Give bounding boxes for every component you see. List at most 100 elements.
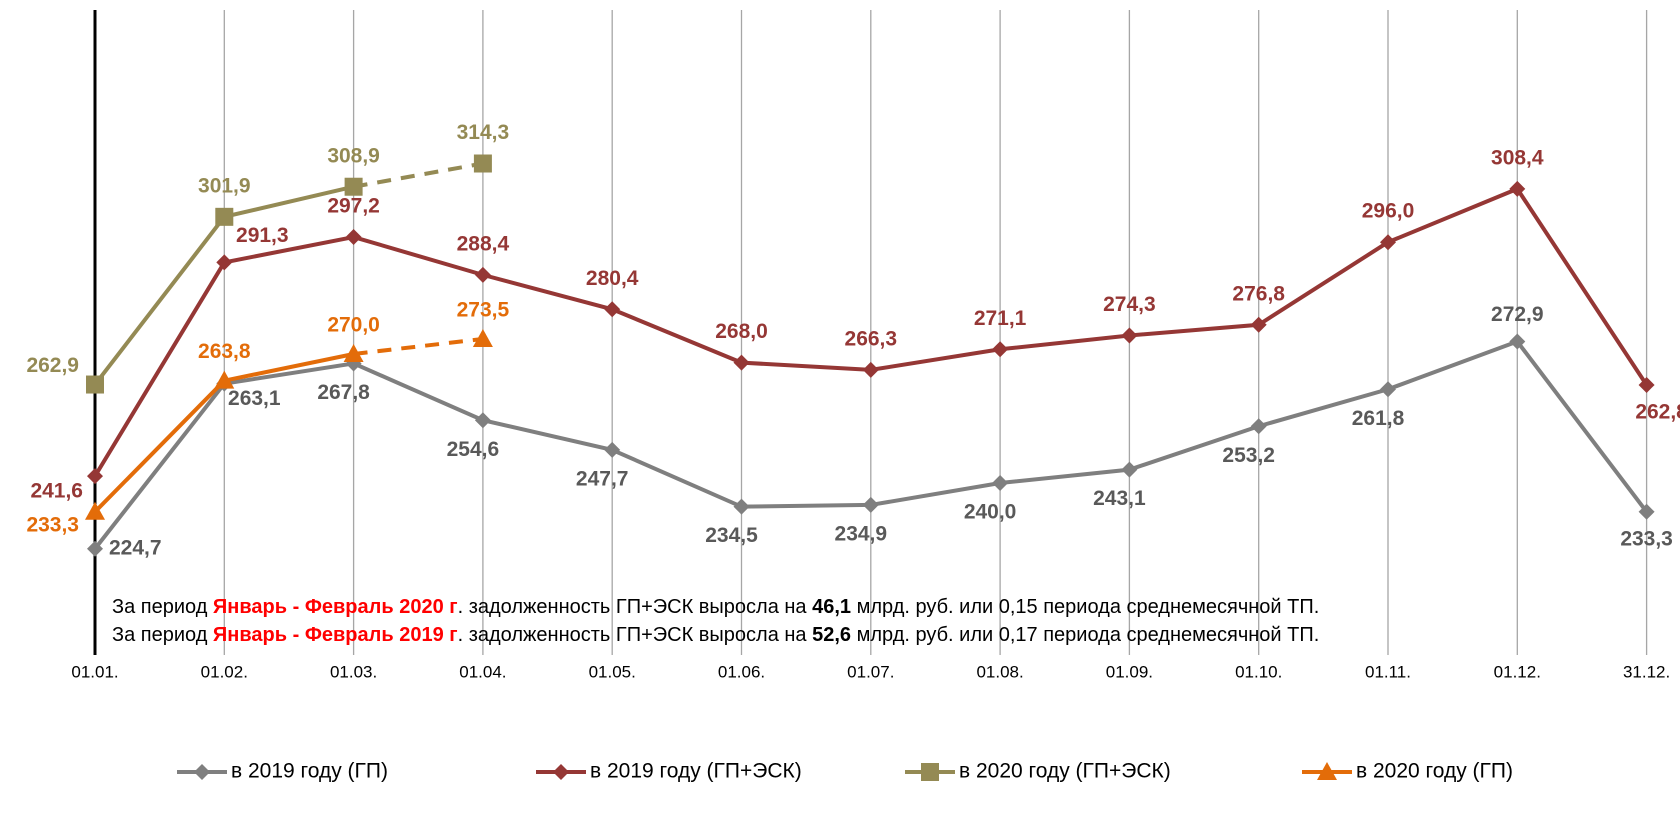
point xyxy=(85,501,105,520)
x-tick-label: 01.12. xyxy=(1494,662,1541,681)
annotation-part: Январь - Февраль 2019 г xyxy=(213,624,458,646)
series: 224,7 263,1 267,8 254,6 247,7 234,5 234,9 240,0… xyxy=(87,303,1673,559)
point xyxy=(345,229,362,246)
data-label: 297,2 xyxy=(327,195,380,218)
data-label: 261,8 xyxy=(1352,407,1405,430)
data-label: 268,0 xyxy=(715,320,768,343)
point xyxy=(1317,762,1337,780)
series: 233,3 263,8 270,0 273,5 xyxy=(26,298,509,536)
x-tick-label: 01.05. xyxy=(589,662,636,681)
series: 241,6 291,3 297,2 288,4 280,4 268,0 266,3 271,1… xyxy=(30,146,1680,502)
point xyxy=(344,177,363,196)
series: 262,9 301,9 308,9 314,3 xyxy=(26,121,510,394)
data-label: 262,9 xyxy=(26,354,79,377)
point xyxy=(1121,461,1138,478)
data-label: 224,7 xyxy=(109,536,162,559)
x-tick-label: 01.09. xyxy=(1106,662,1153,681)
point xyxy=(473,154,492,173)
point xyxy=(733,354,750,371)
data-label: 308,9 xyxy=(327,144,380,167)
x-tick-label: 01.10. xyxy=(1235,662,1282,681)
legend-label: в 2020 году (ГП+ЭСК) xyxy=(959,760,1171,783)
data-label: 308,4 xyxy=(1491,146,1544,169)
data-label: 233,3 xyxy=(1620,527,1673,550)
data-label: 276,8 xyxy=(1232,282,1285,305)
data-label: 233,3 xyxy=(26,513,79,536)
data-label: 234,5 xyxy=(705,524,758,547)
data-label: 263,1 xyxy=(228,387,281,410)
data-label: 262,8 xyxy=(1635,401,1680,424)
data-label: 266,3 xyxy=(845,327,898,350)
point xyxy=(1509,180,1526,197)
data-label: 288,4 xyxy=(457,232,510,255)
point xyxy=(604,301,621,318)
point xyxy=(87,540,103,557)
legend-label: в 2019 году (ГП+ЭСК) xyxy=(590,760,802,783)
data-label: 247,7 xyxy=(576,467,629,490)
data-label: 243,1 xyxy=(1093,487,1146,510)
annotation-part: . задолженность ГП+ЭСК выросла на xyxy=(458,596,813,618)
x-tick-label: 01.11. xyxy=(1365,662,1411,681)
data-label: 271,1 xyxy=(974,307,1027,330)
point xyxy=(215,207,234,226)
x-tick-label: 01.08. xyxy=(976,662,1023,681)
data-label: 272,9 xyxy=(1491,303,1544,326)
point xyxy=(733,498,750,515)
point xyxy=(1638,503,1655,520)
point xyxy=(474,266,491,283)
point xyxy=(1250,316,1267,333)
data-label: 296,0 xyxy=(1362,200,1415,223)
data-label: 263,8 xyxy=(198,340,251,363)
point xyxy=(214,370,235,389)
point xyxy=(862,361,879,378)
point xyxy=(992,475,1009,491)
point xyxy=(1380,381,1396,398)
point xyxy=(87,468,103,485)
data-label: 291,3 xyxy=(236,224,289,247)
point xyxy=(472,328,493,347)
point xyxy=(474,412,491,429)
data-label: 253,2 xyxy=(1222,444,1275,467)
data-label: 270,0 xyxy=(327,314,380,337)
annotation: За период Январь - Февраль 2020 г. задол… xyxy=(112,596,1319,618)
point xyxy=(1121,327,1138,344)
x-tick-label: 01.04. xyxy=(459,662,506,681)
x-tick-label: 31.12. xyxy=(1623,662,1670,681)
line-dashed xyxy=(353,161,484,189)
data-label: 273,5 xyxy=(457,298,510,321)
annotation-part: За период xyxy=(112,596,213,618)
x-tick-label: 01.02. xyxy=(201,662,248,681)
data-label: 274,3 xyxy=(1103,293,1156,316)
point xyxy=(604,441,621,458)
legend-label: в 2020 году (ГП) xyxy=(1356,760,1513,783)
point xyxy=(1509,333,1526,350)
point xyxy=(921,763,939,781)
point xyxy=(1638,376,1655,393)
x-tick-label: 01.06. xyxy=(718,662,765,681)
data-label: 254,6 xyxy=(447,438,500,461)
data-label: 280,4 xyxy=(586,267,639,290)
point xyxy=(216,254,233,271)
x-tick-label: 01.01. xyxy=(71,662,118,681)
annotation-part: 52,6 xyxy=(812,624,851,646)
annotation-part: млрд. руб. или 0,17 периода среднемесячн… xyxy=(851,624,1319,646)
line-dashed xyxy=(353,336,484,356)
point xyxy=(1380,234,1396,251)
data-label: 267,8 xyxy=(317,381,370,404)
data-label: 234,9 xyxy=(835,522,888,545)
point xyxy=(194,764,210,780)
annotation-part: . задолженность ГП+ЭСК выросла на xyxy=(458,624,813,646)
legend-label: в 2019 году (ГП) xyxy=(231,760,388,783)
point xyxy=(86,375,104,394)
annotation: За период Январь - Февраль 2019 г. задол… xyxy=(112,624,1319,646)
x-tick-label: 01.03. xyxy=(330,662,377,681)
annotation-part: 46,1 xyxy=(812,596,851,618)
data-label: 240,0 xyxy=(964,501,1017,524)
point xyxy=(1250,418,1267,435)
annotation-part: млрд. руб. или 0,15 периода среднемесячн… xyxy=(851,596,1319,618)
data-label: 301,9 xyxy=(198,174,251,197)
data-label: 314,3 xyxy=(457,121,510,144)
point xyxy=(553,764,569,780)
annotation-part: Январь - Февраль 2020 г xyxy=(213,596,458,618)
